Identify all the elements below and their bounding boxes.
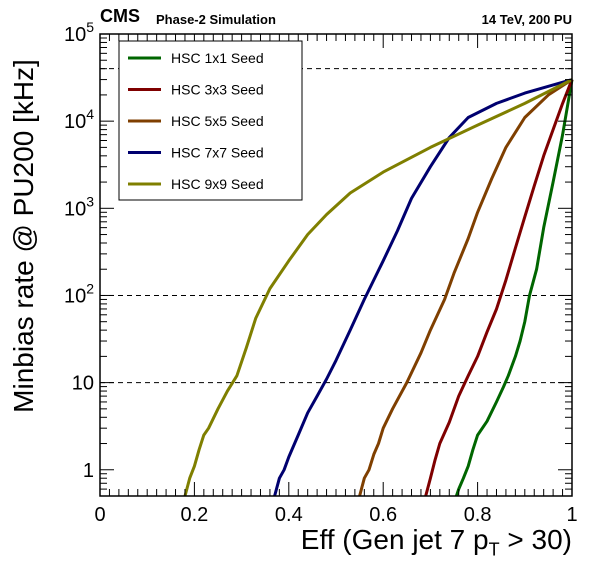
x-tick-label: 0.6: [369, 504, 397, 526]
reference-lines: [100, 68, 572, 384]
x-tick-label: 1: [566, 504, 577, 526]
experiment-label: CMS: [100, 6, 140, 26]
x-axis-label-subscript: T: [488, 539, 500, 560]
legend: HSC 1x1 Seed HSC 3x3 Seed HSC 5x5 Seed HSC …: [118, 40, 303, 201]
legend-entry: HSC 9x9 Seed: [171, 176, 264, 192]
legend-entry: HSC 3x3 Seed: [171, 82, 264, 98]
x-axis: 0 0.2 0.4 0.6 0.8 1: [94, 34, 578, 526]
legend-entry: HSC 1x1 Seed: [171, 50, 264, 66]
y-tick-label: 102: [64, 280, 94, 307]
series-layer: [183, 78, 574, 497]
y-axis-label: Minbias rate @ PU200 [kHz]: [8, 59, 39, 413]
legend-entry: HSC 7x7 Seed: [171, 145, 264, 161]
y-tick-label: 104: [64, 106, 94, 133]
energy-pileup-label: 14 TeV, 200 PU: [481, 12, 572, 27]
y-axis: 1 10 102 103 104 105: [64, 19, 572, 497]
x-axis-label-main: Eff (Gen jet 7 p: [300, 524, 489, 555]
y-tick-label: 103: [64, 193, 94, 220]
series-line-5: [183, 78, 573, 497]
simulation-label: Phase-2 Simulation: [156, 12, 276, 27]
x-axis-label-tail: > 30): [499, 524, 572, 555]
x-axis-label: Eff (Gen jet 7 pT > 30): [301, 524, 572, 561]
y-tick-label: 1: [83, 460, 94, 482]
series-line-1: [454, 79, 574, 497]
legend-entry: HSC 5x5 Seed: [171, 113, 264, 129]
series-line-4: [273, 78, 573, 497]
y-tick-label: 10: [72, 373, 94, 395]
series-line-3: [358, 78, 573, 497]
series-line-2: [424, 79, 574, 497]
y-tick-label: 105: [64, 19, 94, 46]
x-tick-label: 0: [94, 504, 105, 526]
x-tick-label: 0.4: [275, 504, 303, 526]
x-tick-label: 0.2: [180, 504, 208, 526]
x-tick-label: 0.8: [464, 504, 492, 526]
